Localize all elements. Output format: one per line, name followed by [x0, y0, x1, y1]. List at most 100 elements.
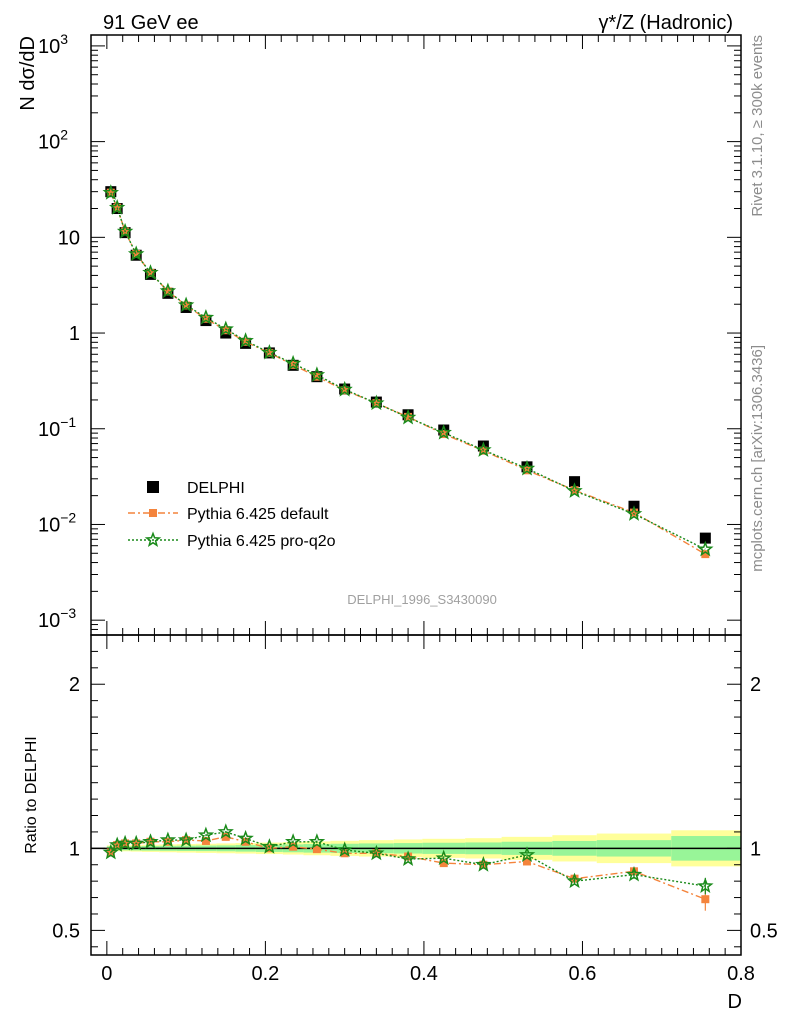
ratio-proq2o-point [237, 829, 254, 846]
main-proq2o-point [159, 282, 177, 299]
main-default-point [132, 249, 141, 258]
main-default-point [701, 550, 710, 559]
mcplots-label: mcplots.cern.ch [arXiv:1306.3436] [749, 345, 766, 572]
main-default-point [163, 287, 172, 296]
main-proq2o-point [625, 505, 643, 521]
main-panel: 10−3 10−2 10−1 1 10 102 103 N dσ/dD DELPHI_199… [17, 31, 742, 636]
ratio-default-point [439, 859, 448, 868]
main-y-tick-label: 1 [69, 323, 80, 345]
ratio-x-tick-label: 0 [101, 963, 112, 985]
ratio-proq2o-point [435, 849, 452, 866]
main-proq2o-point [197, 308, 215, 325]
main-y-tick-label: 10 [58, 227, 80, 249]
ratio-proq2o-point [336, 841, 353, 857]
ratio-default-point [289, 842, 298, 851]
ratio-y-axis-label: Ratio to DELPHI [23, 736, 40, 853]
ratio-proq2o-point [127, 834, 145, 851]
main-default-point [312, 372, 321, 381]
main-y-tick-label: 10−3 [38, 605, 76, 632]
main-proq2o-point [368, 394, 385, 411]
ratio-y-tick-label-right: 1 [750, 838, 761, 860]
main-proq2o-point [308, 366, 326, 382]
ratio-proq2o-point [399, 850, 417, 867]
main-y-tick-label: 103 [38, 31, 68, 58]
main-proq2o-point [102, 184, 120, 200]
ratio-x-tick-label: 0.8 [727, 963, 755, 985]
ratio-proq2o-point [368, 844, 385, 861]
main-default-point [289, 360, 298, 369]
ratio-default-point [404, 852, 413, 861]
ratio-proq2o-point [284, 833, 302, 849]
main-y-tick-label: 102 [38, 127, 68, 154]
main-default-line [110, 192, 706, 555]
main-proq2o-point [116, 222, 134, 239]
ratio-proq2o-point [142, 833, 159, 849]
main-proq2o-point [127, 245, 145, 261]
main-default-point [439, 430, 448, 439]
main-default-point [106, 188, 115, 197]
main-proq2o-point [261, 344, 278, 360]
main-default-point [146, 268, 155, 277]
ratio-proq2o-point [518, 846, 536, 862]
ratio-proq2o-point [102, 843, 120, 860]
ratio-default-point [201, 836, 210, 845]
ratio-proq2o-point [566, 872, 583, 889]
data-point [477, 440, 489, 452]
legend-entry-label: Pythia 6.425 pro-q2o [187, 533, 336, 550]
data-point [438, 424, 450, 436]
ratio-proq2o-point [177, 831, 195, 848]
analysis-label: DELPHI_1996_S3430090 [347, 592, 497, 607]
main-default-point [340, 386, 349, 395]
main-proq2o-point [399, 408, 417, 425]
main-proq2o-point [475, 441, 492, 457]
main-proq2o-point [177, 296, 195, 313]
legend-entry-label: DELPHI [187, 480, 245, 497]
legend: DELPHI Pythia 6.425 default Pythia 6.425 p… [128, 480, 336, 550]
ratio-default-point [265, 844, 274, 853]
main-proq2o-point [566, 482, 583, 498]
main-default-point [221, 326, 230, 335]
ratio-default-point [221, 832, 230, 841]
ratio-proq2o-point [625, 865, 643, 882]
ratio-x-tick-label: 0.6 [569, 963, 597, 985]
main-y-tick-label: 10−2 [38, 509, 76, 536]
main-default-point [201, 314, 210, 323]
main-proq2o-point [217, 320, 234, 337]
ratio-proq2o-point [197, 826, 215, 843]
ratio-frame [90, 634, 742, 956]
main-proq2o-point [108, 199, 126, 215]
main-default-point [629, 508, 638, 517]
legend-data-marker [147, 481, 159, 493]
ratio-x-tick-label: 0.2 [251, 963, 279, 985]
main-proq2o-point [697, 540, 714, 557]
ratio-y-tick-label-right: 2 [750, 674, 761, 696]
main-y-tick-label: 10−1 [38, 414, 76, 441]
main-proq2o-point [435, 424, 452, 440]
ratio-y-tick-label: 1 [69, 838, 80, 860]
ratio-y-tick-label-right: 0.5 [750, 920, 778, 942]
main-proq2o-point [142, 264, 159, 280]
header-left-label: 91 GeV ee [103, 12, 199, 34]
main-y-axis-label: N dσ/dD [17, 36, 39, 111]
ratio-proq2o-point [697, 877, 714, 894]
x-axis-label: D [728, 991, 742, 1013]
main-proq2o-point [237, 332, 254, 348]
ratio-proq2o-point [308, 833, 326, 849]
main-proq2o-line [110, 192, 706, 550]
ratio-panel: 0 0.2 0.4 0.6 0.80.5 0.51 12 2 Ratio to DELPHI … [23, 634, 778, 1013]
main-default-point [241, 337, 250, 346]
main-default-point [265, 348, 274, 357]
ratio-x-tick-label: 0.4 [410, 963, 438, 985]
ratio-default-point [701, 895, 710, 904]
header-right-label: γ*/Z (Hadronic) [599, 12, 733, 34]
legend-entry-label: Pythia 6.425 default [187, 506, 329, 523]
ratio-y-tick-label: 2 [69, 674, 80, 696]
main-default-point [404, 412, 413, 421]
main-default-point [522, 466, 531, 475]
main-default-point [182, 301, 191, 310]
legend-default-marker [149, 509, 157, 517]
ratio-proq2o-point [475, 856, 492, 872]
ratio-proq2o-line [110, 831, 706, 887]
legend-proq2o-marker [144, 531, 162, 548]
